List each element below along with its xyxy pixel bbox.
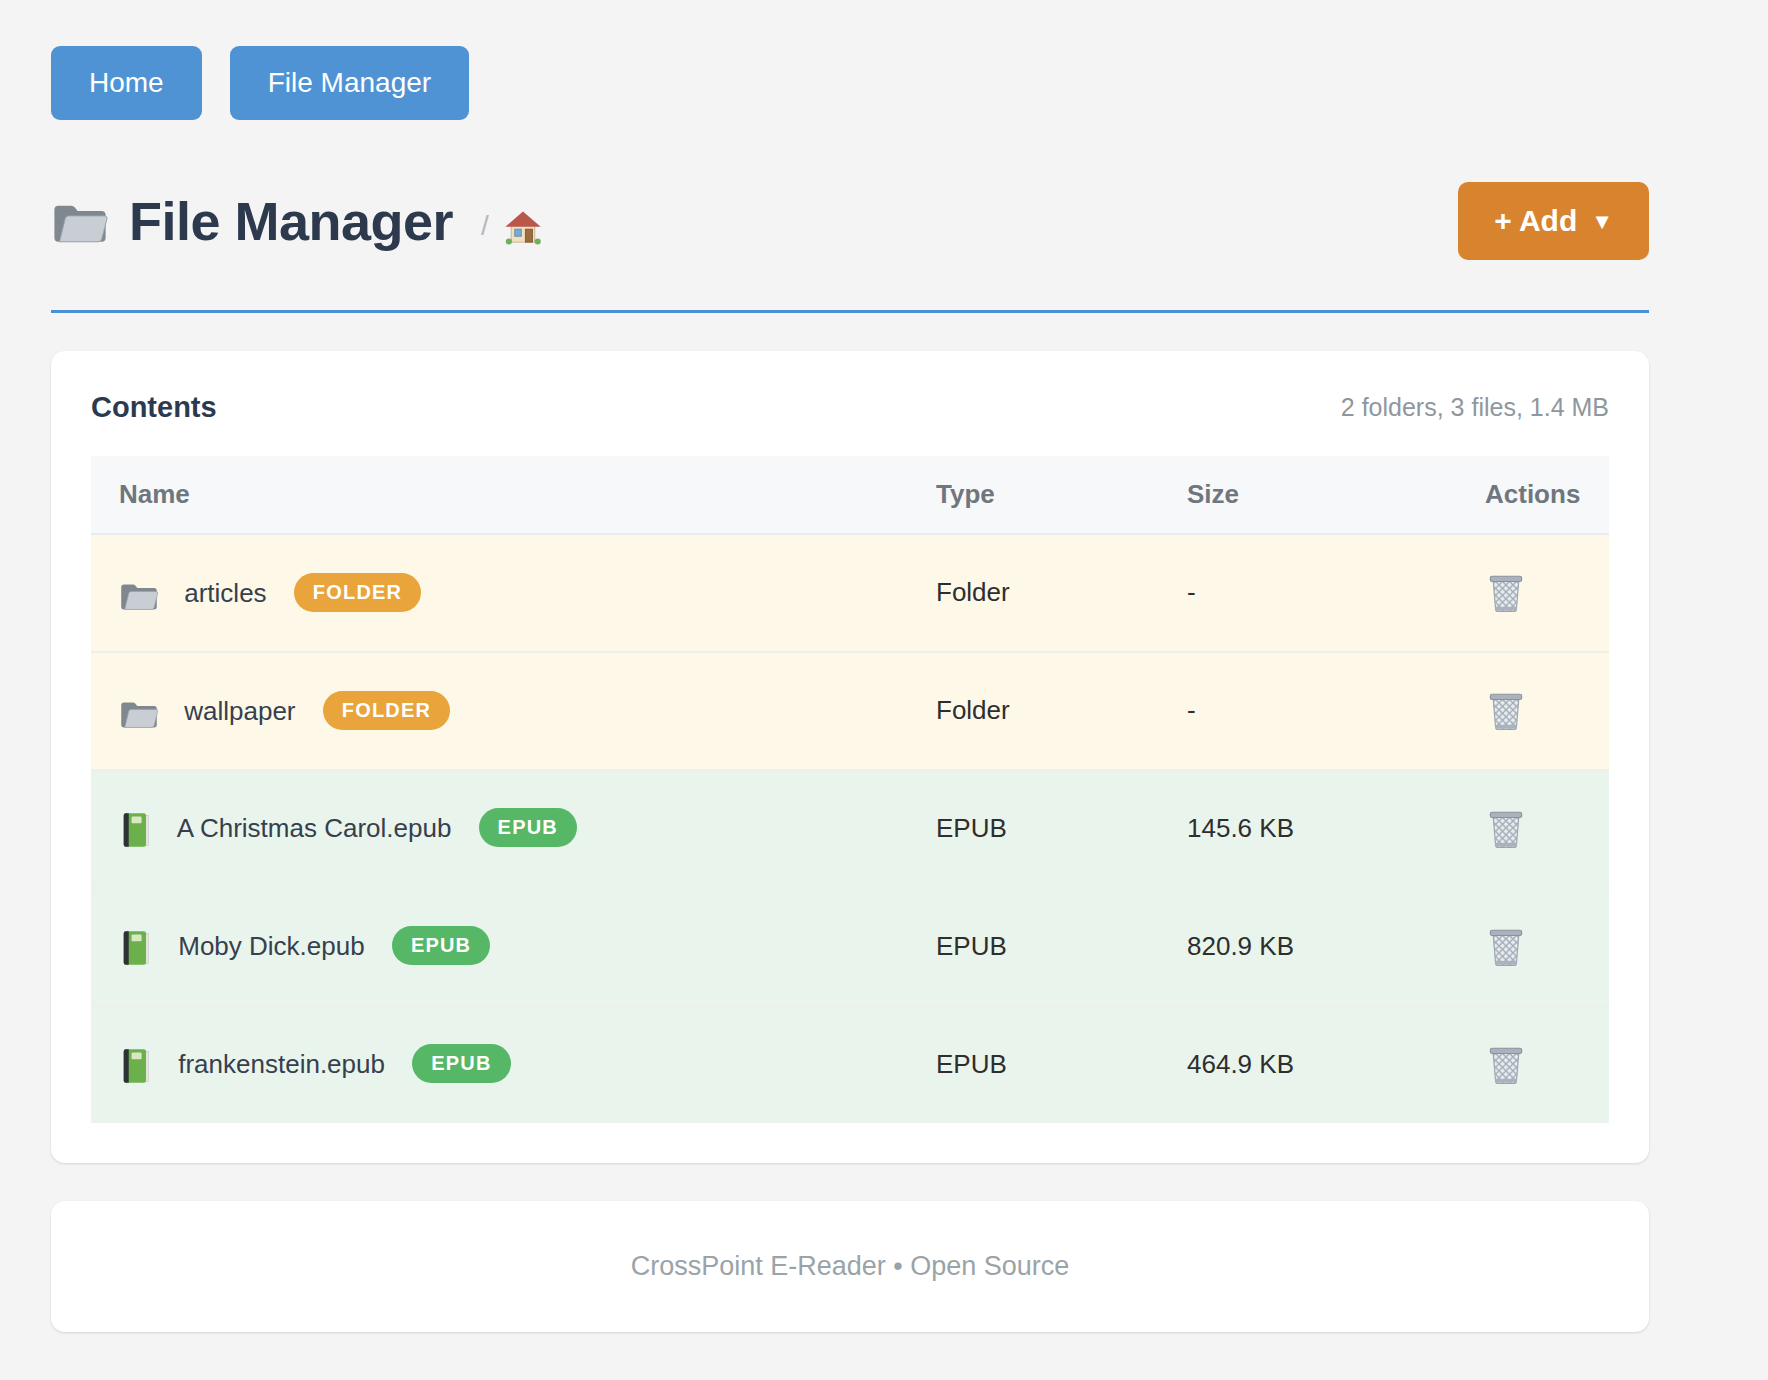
table-row[interactable]: A Christmas Carol.epub EPUB EPUB 145.6 K… xyxy=(91,770,1609,888)
epub-badge: EPUB xyxy=(479,808,577,847)
folder-badge: FOLDER xyxy=(294,573,421,612)
contents-card: Contents 2 folders, 3 files, 1.4 MB Name… xyxy=(51,351,1649,1163)
footer-card: CrossPoint E-Reader • Open Source xyxy=(51,1201,1649,1332)
file-type: Folder xyxy=(908,652,1159,770)
file-manager-button[interactable]: File Manager xyxy=(230,46,469,120)
file-name[interactable]: Moby Dick.epub xyxy=(178,931,364,961)
file-size: - xyxy=(1159,534,1485,652)
house-icon[interactable] xyxy=(503,208,543,248)
column-header-name: Name xyxy=(91,456,908,534)
table-row[interactable]: wallpaper FOLDER Folder - xyxy=(91,652,1609,770)
epub-badge: EPUB xyxy=(392,926,490,965)
caret-down-icon: ▼ xyxy=(1591,209,1613,235)
folder-icon xyxy=(119,577,159,613)
file-type: Folder xyxy=(908,534,1159,652)
column-header-actions: Actions xyxy=(1485,456,1609,534)
green-book-icon xyxy=(119,811,153,849)
green-book-icon xyxy=(119,929,153,967)
file-type: EPUB xyxy=(908,1006,1159,1123)
file-type: EPUB xyxy=(908,888,1159,1006)
table-row[interactable]: frankenstein.epub EPUB EPUB 464.9 KB xyxy=(91,1006,1609,1123)
top-nav: Home File Manager xyxy=(51,46,1649,120)
page-header: File Manager / + Add ▼ xyxy=(51,182,1649,260)
table-header-row: Name Type Size Actions xyxy=(91,456,1609,534)
footer-text: CrossPoint E-Reader • Open Source xyxy=(631,1251,1070,1281)
home-button[interactable]: Home xyxy=(51,46,202,120)
file-name[interactable]: articles xyxy=(184,578,266,608)
file-size: 464.9 KB xyxy=(1159,1006,1485,1123)
file-name[interactable]: A Christmas Carol.epub xyxy=(177,813,452,843)
folder-badge: FOLDER xyxy=(323,691,450,730)
file-table: Name Type Size Actions articles FOLDER F… xyxy=(91,456,1609,1123)
trash-icon[interactable] xyxy=(1485,571,1527,615)
epub-badge: EPUB xyxy=(412,1044,510,1083)
folder-icon xyxy=(119,695,159,731)
trash-icon[interactable] xyxy=(1485,925,1527,969)
breadcrumb-separator: / xyxy=(481,210,489,242)
column-header-type: Type xyxy=(908,456,1159,534)
add-button-label: + Add xyxy=(1494,204,1577,238)
green-book-icon xyxy=(119,1047,153,1085)
contents-card-header: Contents 2 folders, 3 files, 1.4 MB xyxy=(91,391,1609,424)
file-name[interactable]: wallpaper xyxy=(184,696,295,726)
file-size: 145.6 KB xyxy=(1159,770,1485,888)
page: Home File Manager File Manager / + Add ▼… xyxy=(0,0,1768,1332)
accent-rule xyxy=(51,310,1649,313)
add-button[interactable]: + Add ▼ xyxy=(1458,182,1649,260)
folder-icon xyxy=(51,197,109,245)
file-size: - xyxy=(1159,652,1485,770)
contents-summary: 2 folders, 3 files, 1.4 MB xyxy=(1341,393,1609,422)
table-row[interactable]: Moby Dick.epub EPUB EPUB 820.9 KB xyxy=(91,888,1609,1006)
page-title: File Manager xyxy=(129,190,453,252)
file-size: 820.9 KB xyxy=(1159,888,1485,1006)
file-name[interactable]: frankenstein.epub xyxy=(178,1049,385,1079)
trash-icon[interactable] xyxy=(1485,807,1527,851)
column-header-size: Size xyxy=(1159,456,1485,534)
table-row[interactable]: articles FOLDER Folder - xyxy=(91,534,1609,652)
contents-title: Contents xyxy=(91,391,217,424)
trash-icon[interactable] xyxy=(1485,689,1527,733)
file-type: EPUB xyxy=(908,770,1159,888)
trash-icon[interactable] xyxy=(1485,1043,1527,1087)
